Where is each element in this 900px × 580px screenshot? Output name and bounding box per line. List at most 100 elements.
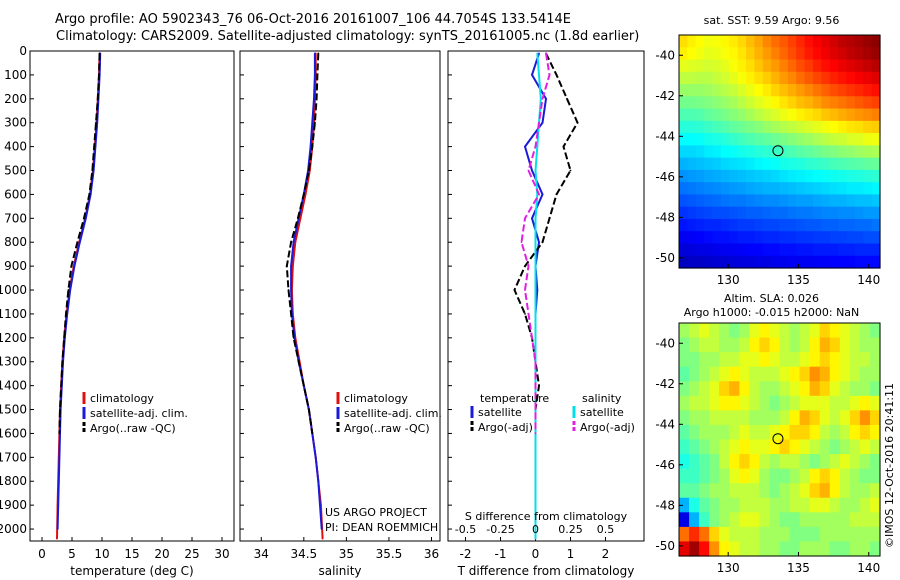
- map-cell: [854, 182, 864, 196]
- data-point: [524, 145, 526, 148]
- map-cell: [854, 157, 864, 171]
- map-cell: [759, 410, 771, 426]
- map-cell: [869, 454, 881, 470]
- data-point: [93, 145, 96, 148]
- map-cell: [787, 194, 797, 208]
- map-cell: [720, 133, 730, 146]
- map-cell: [754, 120, 764, 134]
- credit-project: US ARGO PROJECT: [325, 506, 427, 519]
- map-cell: [771, 108, 781, 122]
- map-cell: [809, 366, 821, 382]
- map-cell: [739, 468, 750, 484]
- map-cell: [829, 194, 839, 208]
- data-point: [534, 384, 537, 387]
- map-cell: [849, 468, 861, 484]
- map-cell: [754, 231, 764, 245]
- map-cell: [869, 337, 881, 353]
- map-cell: [746, 71, 755, 85]
- map-cell: [719, 381, 730, 397]
- map-cell: [729, 255, 739, 269]
- map-cell: [712, 133, 722, 146]
- map-cell: [746, 133, 755, 146]
- map-cell: [779, 84, 789, 97]
- map-cell: [679, 218, 688, 232]
- map-cell: [779, 71, 789, 85]
- x-axis-label: temperature (deg C): [70, 564, 193, 578]
- map-cell: [789, 395, 801, 411]
- map-cell: [712, 182, 722, 196]
- map-cell: [829, 424, 841, 441]
- map-cell: [779, 526, 791, 543]
- map-cell: [679, 512, 690, 528]
- map-cell: [809, 439, 821, 455]
- map-cell: [771, 231, 781, 245]
- map-cell: [709, 395, 720, 411]
- map-cell: [819, 439, 831, 455]
- map-cell: [854, 206, 864, 220]
- map-cell: [759, 526, 771, 543]
- map-cell: [846, 243, 856, 257]
- map-cell: [799, 366, 811, 382]
- map-cell: [796, 243, 806, 257]
- map-cell: [749, 366, 760, 382]
- map-cell: [746, 255, 755, 269]
- data-point: [534, 169, 537, 172]
- map-cell: [859, 337, 871, 353]
- x-tick-label-36: 36: [424, 547, 439, 561]
- map-cell: [779, 395, 791, 411]
- map-cell: [689, 541, 700, 557]
- map-cell: [687, 108, 697, 122]
- map-cell: [762, 35, 772, 48]
- data-point: [57, 504, 60, 506]
- map-cell: [754, 206, 764, 220]
- map-cell: [819, 526, 831, 543]
- map-cell: [821, 218, 831, 232]
- map-cell: [712, 47, 722, 61]
- credit-pi: PI: DEAN ROEMMICH: [325, 521, 438, 534]
- y-tick-label-1600: 1600: [0, 426, 27, 440]
- map-cell: [746, 194, 755, 208]
- map-cell: [804, 47, 814, 61]
- s-tick-label-0.5: 0.5: [597, 523, 615, 536]
- map-cell: [871, 108, 881, 122]
- map-cell: [679, 497, 690, 513]
- data-point: [548, 74, 551, 76]
- data-point: [539, 97, 542, 100]
- map-cell: [771, 206, 781, 220]
- map-cell: [746, 169, 755, 183]
- data-point: [534, 504, 537, 506]
- data-point: [534, 336, 537, 339]
- map-cell: [720, 255, 730, 269]
- map-cell: [679, 395, 690, 411]
- map-cell: [749, 483, 760, 499]
- map-cell: [729, 410, 740, 426]
- x-tick-label-34: 34: [254, 547, 269, 561]
- map-cell: [739, 439, 750, 455]
- map-cell: [839, 468, 851, 484]
- map-cell: [709, 483, 720, 499]
- map-cell: [679, 381, 690, 397]
- map-cell: [754, 133, 764, 146]
- map-cell: [779, 337, 791, 353]
- map-cell: [737, 218, 747, 232]
- map-cell: [789, 410, 801, 426]
- data-point: [69, 289, 72, 291]
- map-cell: [813, 108, 822, 122]
- map-cell: [821, 255, 831, 269]
- map-cell: [854, 71, 864, 85]
- map-cell: [779, 381, 791, 397]
- map-cell: [838, 169, 848, 183]
- map-cell: [846, 133, 856, 146]
- data-point: [76, 241, 79, 244]
- data-point: [61, 360, 64, 363]
- map-cell: [813, 243, 822, 257]
- map-cell: [746, 157, 755, 171]
- map-cell: [846, 157, 856, 171]
- map-cell: [762, 59, 772, 73]
- map-cell: [821, 120, 831, 134]
- map-cell: [819, 468, 831, 484]
- map-cell: [689, 439, 700, 455]
- map-cell: [737, 255, 747, 269]
- map-cell: [754, 182, 764, 196]
- map-cell: [679, 133, 688, 146]
